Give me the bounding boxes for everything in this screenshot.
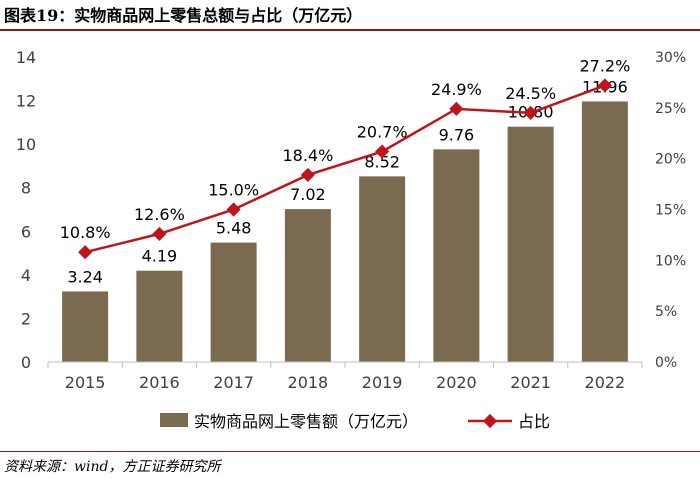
y-axis-left: 0 2 4 6 8 10 12 14 <box>16 48 36 372</box>
y-left-tick-label: 10 <box>16 135 36 154</box>
bar-series: 3.244.195.487.028.529.7610.8011.96 <box>62 77 628 362</box>
x-axis: 2015 2016 2017 2018 2019 2020 2021 2022 <box>47 362 643 392</box>
bar-value-label: 5.48 <box>216 219 252 238</box>
ratio-value-label: 15.0% <box>208 181 259 200</box>
x-tick-label: 2021 <box>510 373 551 392</box>
ratio-value-label: 24.9% <box>431 80 482 99</box>
x-tick-label: 2018 <box>288 373 329 392</box>
legend-bar-label: 实物商品网上零售额（万亿元） <box>194 412 418 431</box>
bar-value-label: 3.24 <box>67 267 103 286</box>
ratio-point <box>375 144 390 159</box>
x-tick-label: 2016 <box>139 373 180 392</box>
legend-line-label: 占比 <box>518 412 550 431</box>
ratio-value-label: 24.5% <box>505 84 556 103</box>
x-tick-label: 2019 <box>362 373 403 392</box>
ratio-value-label: 18.4% <box>282 146 333 165</box>
ratio-point <box>226 202 241 217</box>
y-right-tick-label: 30% <box>655 50 686 66</box>
y-left-tick-label: 8 <box>21 179 31 198</box>
y-left-tick-label: 4 <box>21 266 31 285</box>
bar <box>507 126 554 362</box>
y-right-tick-label: 10% <box>655 253 686 269</box>
y-left-tick-label: 0 <box>21 353 31 372</box>
ratio-point <box>152 226 167 241</box>
x-tick-label: 2020 <box>436 373 477 392</box>
ratio-point <box>597 78 612 93</box>
bar <box>433 149 480 362</box>
ratio-value-label: 12.6% <box>134 205 185 224</box>
bar <box>62 291 109 362</box>
ratio-value-label: 27.2% <box>579 56 630 75</box>
bar-value-label: 9.76 <box>439 125 475 144</box>
y-axis-right: 0% 5% 10% 15% 20% 25% 30% <box>655 50 686 371</box>
y-right-tick-label: 20% <box>655 152 686 168</box>
x-tick-label: 2022 <box>585 373 626 392</box>
legend-bar-swatch <box>160 413 188 427</box>
y-right-tick-label: 0% <box>655 355 677 371</box>
bar-value-label: 4.19 <box>142 247 178 266</box>
y-left-tick-label: 6 <box>21 222 31 241</box>
y-left-tick-label: 14 <box>16 48 36 67</box>
ratio-value-label: 20.7% <box>357 123 408 142</box>
legend-line-marker <box>482 413 498 429</box>
ratio-point <box>449 101 464 116</box>
line-series: 10.8% 12.6% 15.0% 18.4% 20.7% 24.9% 24.5% 27.2% <box>60 56 630 260</box>
ratio-value-label: 10.8% <box>60 223 111 242</box>
y-right-tick-label: 5% <box>655 304 677 320</box>
bar <box>581 101 628 362</box>
ratio-point <box>300 167 315 183</box>
bar-value-label: 8.52 <box>364 152 400 171</box>
source-note: 资料来源：wind，方正证券研究所 <box>4 459 221 475</box>
ratio-line <box>84 84 606 254</box>
chart-title: 图表19：实物商品网上零售总额与占比（万亿元） <box>4 6 363 25</box>
y-right-tick-label: 15% <box>655 203 686 219</box>
x-tick-label: 2015 <box>65 373 106 392</box>
x-tick-label: 2017 <box>213 373 254 392</box>
ratio-point <box>523 105 538 120</box>
title-divider <box>0 29 700 31</box>
bar <box>359 176 406 362</box>
ratio-point <box>78 245 93 260</box>
y-right-tick-label: 25% <box>655 101 686 117</box>
bar <box>284 209 331 362</box>
legend: 实物商品网上零售额（万亿元） 占比 <box>160 412 550 431</box>
bar-value-label: 7.02 <box>290 185 326 204</box>
footer-divider <box>0 451 700 452</box>
combo-chart: 0 2 4 6 8 10 12 14 0% 5% 10% 15% 20% 25% 30% 3.24 4.19… <box>16 48 686 431</box>
bar <box>136 270 183 362</box>
bar <box>210 242 257 362</box>
y-left-tick-label: 2 <box>21 309 31 328</box>
y-left-tick-label: 12 <box>16 92 36 111</box>
